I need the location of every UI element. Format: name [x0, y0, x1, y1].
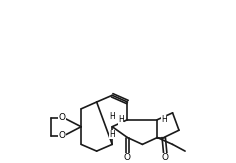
Text: O: O [59, 113, 66, 122]
Text: O: O [59, 131, 66, 140]
Text: O: O [124, 153, 131, 162]
Text: H: H [109, 130, 115, 139]
Text: H: H [118, 115, 124, 124]
Text: O: O [162, 153, 169, 162]
Text: H: H [109, 112, 115, 121]
Text: H: H [161, 115, 167, 124]
